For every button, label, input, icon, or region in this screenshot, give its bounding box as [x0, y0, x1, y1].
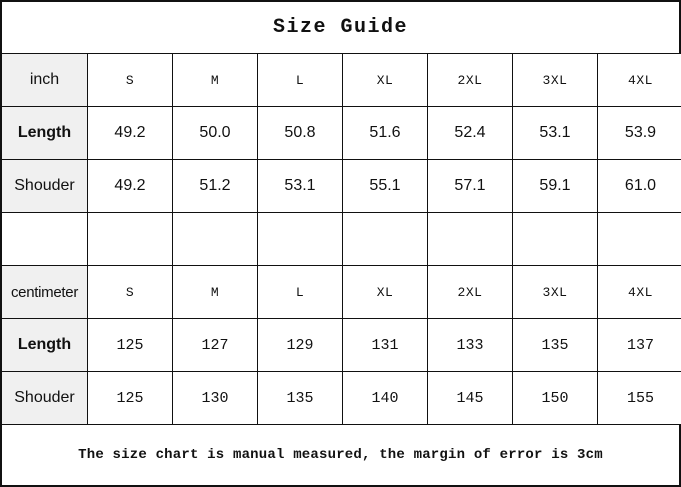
spacer-cell-4: [258, 213, 343, 265]
cm-length-s: 125: [88, 319, 173, 371]
cm-shoulder-row: Shouder 125 130 135 140 145 150 155: [2, 372, 681, 425]
inch-shoulder-4xl: 61.0: [598, 160, 681, 212]
inch-shoulder-xl: 55.1: [343, 160, 428, 212]
cm-length-l: 129: [258, 319, 343, 371]
spacer-row: [2, 213, 681, 266]
cm-shoulder-m: 130: [173, 372, 258, 424]
inch-shoulder-l: 53.1: [258, 160, 343, 212]
inch-shoulder-m: 51.2: [173, 160, 258, 212]
inch-shoulder-row: Shouder 49.2 51.2 53.1 55.1 57.1 59.1 61…: [2, 160, 681, 213]
spacer-cell-1: [2, 213, 88, 265]
metric-label-shoulder: Shouder: [2, 160, 88, 212]
spacer-cell-2: [88, 213, 173, 265]
cm-length-2xl: 133: [428, 319, 513, 371]
inch-length-2xl: 52.4: [428, 107, 513, 159]
cm-size-header-m: M: [173, 266, 258, 318]
cm-shoulder-xl: 140: [343, 372, 428, 424]
cm-size-header-2xl: 2XL: [428, 266, 513, 318]
inch-length-l: 50.8: [258, 107, 343, 159]
size-header-xl: XL: [343, 54, 428, 106]
cm-shoulder-4xl: 155: [598, 372, 681, 424]
inch-shoulder-s: 49.2: [88, 160, 173, 212]
cm-size-header-3xl: 3XL: [513, 266, 598, 318]
inch-shoulder-2xl: 57.1: [428, 160, 513, 212]
cm-shoulder-3xl: 150: [513, 372, 598, 424]
size-header-l: L: [258, 54, 343, 106]
inch-length-4xl: 53.9: [598, 107, 681, 159]
inch-header-row: inch S M L XL 2XL 3XL 4XL: [2, 54, 681, 107]
measurement-disclaimer: The size chart is manual measured, the m…: [2, 425, 679, 485]
spacer-cell-8: [598, 213, 681, 265]
cm-size-header-l: L: [258, 266, 343, 318]
cm-length-xl: 131: [343, 319, 428, 371]
size-header-3xl: 3XL: [513, 54, 598, 106]
cm-length-m: 127: [173, 319, 258, 371]
centimeter-header-row: centimeter S M L XL 2XL 3XL 4XL: [2, 266, 681, 319]
inch-shoulder-3xl: 59.1: [513, 160, 598, 212]
footer-row: The size chart is manual measured, the m…: [2, 425, 679, 485]
size-header-2xl: 2XL: [428, 54, 513, 106]
spacer-cell-5: [343, 213, 428, 265]
cm-size-header-4xl: 4XL: [598, 266, 681, 318]
inch-length-s: 49.2: [88, 107, 173, 159]
cm-length-3xl: 135: [513, 319, 598, 371]
size-header-4xl: 4XL: [598, 54, 681, 106]
metric-label-length: Length: [2, 107, 88, 159]
unit-label-inch: inch: [2, 54, 88, 106]
cm-metric-label-shoulder: Shouder: [2, 372, 88, 424]
size-header-s: S: [88, 54, 173, 106]
cm-shoulder-2xl: 145: [428, 372, 513, 424]
page-title: Size Guide: [2, 2, 679, 53]
inch-length-row: Length 49.2 50.0 50.8 51.6 52.4 53.1 53.…: [2, 107, 681, 160]
unit-label-centimeter: centimeter: [2, 266, 88, 318]
spacer-cell-6: [428, 213, 513, 265]
spacer-cell-7: [513, 213, 598, 265]
inch-length-xl: 51.6: [343, 107, 428, 159]
cm-shoulder-s: 125: [88, 372, 173, 424]
size-header-m: M: [173, 54, 258, 106]
cm-shoulder-l: 135: [258, 372, 343, 424]
cm-length-row: Length 125 127 129 131 133 135 137: [2, 319, 681, 372]
inch-length-m: 50.0: [173, 107, 258, 159]
cm-metric-label-length: Length: [2, 319, 88, 371]
inch-length-3xl: 53.1: [513, 107, 598, 159]
spacer-cell-3: [173, 213, 258, 265]
cm-length-4xl: 137: [598, 319, 681, 371]
title-row: Size Guide: [2, 2, 679, 54]
cm-size-header-xl: XL: [343, 266, 428, 318]
cm-size-header-s: S: [88, 266, 173, 318]
